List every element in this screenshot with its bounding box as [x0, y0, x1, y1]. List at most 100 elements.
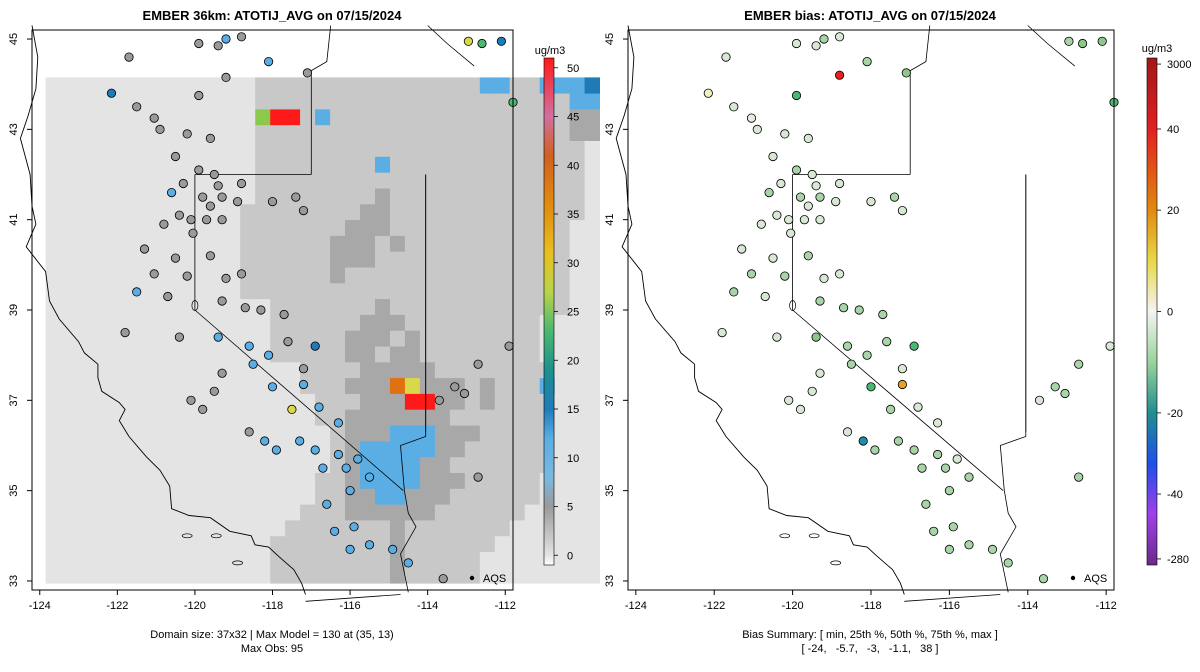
- grid-cell: [494, 393, 511, 410]
- station-marker: [815, 368, 825, 378]
- station-marker: [846, 359, 857, 369]
- grid-cell: [375, 361, 391, 379]
- grid-cell: [120, 551, 136, 568]
- y-tick-label: 33: [604, 575, 616, 587]
- grid-cell: [360, 156, 376, 173]
- grid-cell: [225, 203, 241, 221]
- grid-cell: [584, 456, 600, 473]
- station-marker: [213, 181, 223, 191]
- grid-cell: [225, 504, 241, 521]
- grid-cell: [375, 156, 391, 173]
- station-marker: [819, 34, 829, 44]
- grid-cell: [330, 188, 346, 205]
- grid-cell: [135, 551, 151, 568]
- grid-cell: [120, 488, 136, 505]
- grid-cell: [509, 235, 526, 252]
- grid-cell: [120, 441, 136, 458]
- grid-cell: [75, 251, 91, 268]
- station-marker: [209, 386, 219, 396]
- grid-cell: [210, 235, 226, 252]
- grid-cell: [390, 456, 406, 473]
- grid-cell: [285, 393, 301, 410]
- grid-cell: [449, 314, 466, 331]
- station-marker: [909, 341, 919, 351]
- grid-cell: [105, 520, 121, 537]
- grid-cell: [270, 456, 286, 473]
- grid-cell: [479, 330, 496, 347]
- grid-cell: [270, 330, 286, 347]
- grid-cell: [494, 520, 511, 537]
- station-marker: [948, 522, 958, 532]
- station-marker: [236, 32, 247, 42]
- colorbar-tick-label: -40: [1167, 489, 1183, 501]
- grid-cell: [60, 235, 76, 252]
- grid-cell: [434, 330, 451, 347]
- grid-cell: [375, 140, 391, 157]
- station-marker: [834, 70, 845, 80]
- grid-cell: [554, 409, 571, 426]
- grid-cell: [434, 109, 451, 126]
- grid-cell: [419, 456, 436, 473]
- grid-cell: [255, 156, 271, 173]
- grid-cell: [584, 393, 600, 410]
- grid-cell: [225, 425, 241, 442]
- grid-cell: [464, 93, 481, 110]
- grid-cell: [494, 535, 511, 552]
- grid-cell: [330, 314, 346, 331]
- y-tick-label: 41: [8, 214, 20, 226]
- grid-cell: [120, 156, 136, 173]
- model-stations: [106, 32, 518, 584]
- grid-cell: [255, 472, 271, 489]
- grid-cell: [584, 361, 600, 379]
- grid-cell: [419, 77, 436, 94]
- grid-cell: [315, 567, 331, 584]
- station-marker: [791, 38, 802, 49]
- station-marker: [842, 341, 853, 351]
- grid-cell: [150, 488, 166, 505]
- grid-cell: [45, 377, 61, 394]
- grid-cell: [330, 93, 346, 110]
- station-marker: [263, 350, 274, 360]
- grid-cell: [180, 409, 196, 426]
- grid-cell: [270, 520, 286, 537]
- grid-cell: [434, 456, 451, 473]
- station-marker: [944, 544, 955, 555]
- grid-cell: [165, 377, 181, 394]
- station-marker: [795, 404, 806, 414]
- station-marker: [1097, 36, 1107, 46]
- grid-cell: [449, 219, 466, 236]
- grid-cell: [419, 361, 436, 379]
- station-marker: [791, 165, 802, 175]
- grid-cell: [225, 219, 241, 236]
- grid-cell: [509, 472, 526, 489]
- station-marker: [213, 41, 223, 51]
- model-x-axis: -124 -122 -120 -118 -116 -114 -112: [29, 590, 516, 612]
- grid-cell: [300, 267, 316, 284]
- grid-cell: [419, 124, 436, 141]
- station-marker: [159, 219, 169, 229]
- station-marker: [124, 52, 134, 62]
- grid-cell: [584, 409, 600, 426]
- grid-cell: [404, 172, 421, 189]
- grid-cell: [60, 425, 76, 442]
- grid-cell: [165, 346, 181, 363]
- grid-cell: [195, 551, 211, 568]
- grid-cell: [330, 124, 346, 141]
- grid-cell: [75, 488, 91, 505]
- grid-cell: [494, 441, 511, 458]
- grid-cell: [240, 140, 256, 157]
- grid-cell: [285, 109, 301, 126]
- grid-cell: [449, 472, 466, 489]
- grid-cell: [345, 93, 361, 110]
- grid-cell: [569, 393, 585, 410]
- station-marker: [295, 436, 305, 446]
- grid-cell: [300, 219, 316, 236]
- grid-cell: [464, 314, 481, 331]
- grid-cell: [120, 124, 136, 141]
- colorbar-tick-label: -20: [1167, 408, 1183, 420]
- model-aqs-marker: [469, 575, 475, 581]
- grid-cell: [584, 93, 600, 110]
- grid-cell: [345, 551, 361, 568]
- grid-cell: [464, 330, 481, 347]
- grid-cell: [240, 93, 256, 110]
